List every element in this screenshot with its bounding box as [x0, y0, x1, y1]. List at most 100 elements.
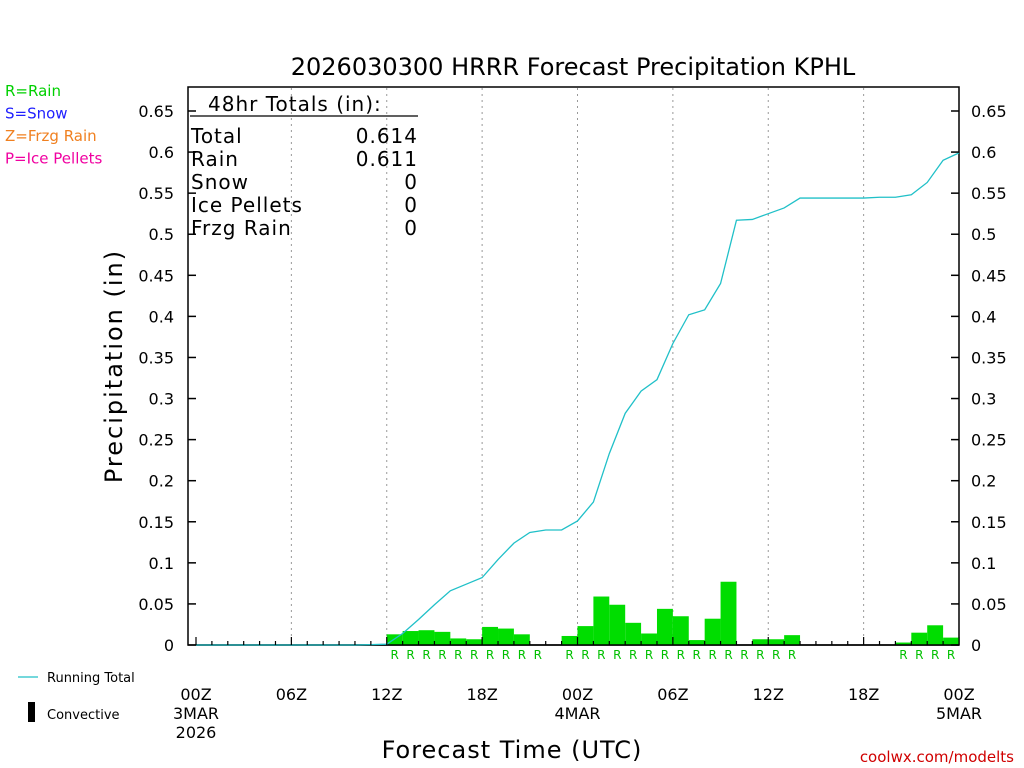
precip-bar	[561, 635, 578, 645]
precip-bar	[672, 616, 689, 645]
precip-type-marker: R	[915, 648, 923, 662]
precip-type-marker: R	[931, 648, 939, 662]
precip-type-marker: R	[772, 648, 780, 662]
x-tick-label: 12Z	[753, 685, 784, 704]
x-tick-label: 06Z	[657, 685, 688, 704]
x-tick-label: 00Z	[562, 685, 593, 704]
precip-bar	[688, 640, 705, 645]
precip-bar	[450, 638, 467, 645]
y-tick-label: 0.45	[138, 266, 174, 285]
credit: coolwx.com/modelts	[860, 748, 1014, 766]
precip-type-marker: R	[899, 648, 907, 662]
y-tick-label: 0.25	[138, 431, 174, 450]
x-tick-label: 06Z	[276, 685, 307, 704]
totals-row-label: Total	[190, 124, 243, 148]
y-tick-label-right: 0.05	[971, 595, 1007, 614]
precip-type-marker: R	[629, 648, 637, 662]
type-legend-item: R=Rain	[5, 82, 61, 100]
gridlines	[290, 88, 865, 644]
precip-bar	[625, 622, 642, 645]
y-axis-left: 0 0.05 0.1 0.15 0.2 0.25 0.3 0.35 0.4 0.45 0.5 0.55…	[138, 102, 196, 655]
precip-bar	[513, 634, 530, 645]
precip-type-marker: R	[645, 648, 653, 662]
totals-row-label: Rain	[191, 147, 239, 171]
precip-type-marker: R	[581, 648, 589, 662]
y-tick-label-right: 0.6	[971, 143, 996, 162]
precip-type-marker: R	[613, 648, 621, 662]
y-tick-label-right: 0.65	[971, 102, 1007, 121]
convective-legend-label: Convective	[47, 708, 120, 723]
y-tick-label: 0.3	[149, 390, 174, 409]
y-tick-label: 0	[164, 636, 174, 655]
x-tick-label: 00Z	[180, 685, 211, 704]
y-tick-label: 0.65	[138, 102, 174, 121]
x-tick-date: 5MAR	[936, 704, 982, 723]
precip-bar	[895, 642, 912, 645]
totals-row-value: 0	[404, 170, 418, 194]
precip-bar	[768, 639, 785, 645]
totals-heading: 48hr Totals (in):	[208, 92, 382, 116]
totals-row-value: 0.614	[356, 124, 418, 148]
y-axis-right: 0 0.05 0.1 0.15 0.2 0.25 0.3 0.35 0.4 0.45 0.5 0.55…	[951, 102, 1007, 655]
totals-box: 48hr Totals (in): Total 0.614 Rain 0.611 Snow…	[190, 92, 418, 240]
y-tick-label: 0.4	[149, 307, 174, 326]
y-tick-label-right: 0.25	[971, 431, 1007, 450]
precip-type-marker: R	[947, 648, 955, 662]
precip-bar	[482, 626, 499, 645]
precip-type-marker: R	[597, 648, 605, 662]
precip-type-marker: R	[661, 648, 669, 662]
totals-row-value: 0.611	[356, 147, 418, 171]
precip-type-marker: R	[534, 648, 542, 662]
precip-bar	[593, 596, 610, 645]
precip-bar	[418, 630, 435, 645]
precip-type-marker: R	[518, 648, 526, 662]
y-tick-label-right: 0.15	[971, 513, 1007, 532]
precip-type-marker: R	[406, 648, 414, 662]
totals-row-label: Snow	[191, 170, 249, 194]
precip-bar	[402, 631, 419, 645]
totals-row-value: 0	[404, 216, 418, 240]
precip-type-marker: R	[391, 648, 399, 662]
precip-bar	[720, 581, 737, 645]
x-axis-label: Forecast Time (UTC)	[382, 736, 643, 764]
bottom-legend: Running Total Convective	[18, 671, 135, 723]
x-tick-date: 4MAR	[554, 704, 600, 723]
precip-bar	[752, 639, 769, 645]
y-tick-label: 0.5	[149, 225, 174, 244]
y-tick-label-right: 0	[971, 636, 981, 655]
x-tick-date: 3MAR	[173, 704, 219, 723]
precip-bar	[784, 635, 801, 645]
precip-type-marker: R	[502, 648, 510, 662]
y-tick-label-right: 0.1	[971, 554, 996, 573]
precip-type-marker: R	[756, 648, 764, 662]
y-tick-label: 0.05	[138, 595, 174, 614]
precip-bar	[704, 618, 721, 645]
convective-legend-swatch	[28, 702, 35, 722]
x-tick-label: 12Z	[371, 685, 402, 704]
precip-bar	[927, 625, 944, 645]
precip-type-marker: R	[740, 648, 748, 662]
precip-type-marker: R	[693, 648, 701, 662]
y-tick-label: 0.35	[138, 348, 174, 367]
y-tick-label: 0.15	[138, 513, 174, 532]
precip-type-marker: R	[422, 648, 430, 662]
precip-bar	[498, 628, 514, 645]
precip-bar	[386, 634, 403, 645]
x-tick-label: 00Z	[943, 685, 974, 704]
x-tick-year: 2026	[176, 723, 217, 742]
precip-type-marker: R	[724, 648, 732, 662]
x-tick-label: 18Z	[848, 685, 879, 704]
y-tick-label-right: 0.55	[971, 184, 1007, 203]
type-legend-item: Z=Frzg Rain	[5, 127, 97, 145]
precip-bar	[434, 631, 451, 645]
y-tick-label: 0.2	[149, 472, 174, 491]
running-total-legend-label: Running Total	[47, 671, 135, 686]
precip-type-marker: R	[486, 648, 494, 662]
precip-bar	[656, 608, 673, 645]
y-axis-label: Precipitation (in)	[100, 249, 128, 483]
y-tick-label: 0.6	[149, 143, 174, 162]
precip-bar	[943, 637, 959, 645]
